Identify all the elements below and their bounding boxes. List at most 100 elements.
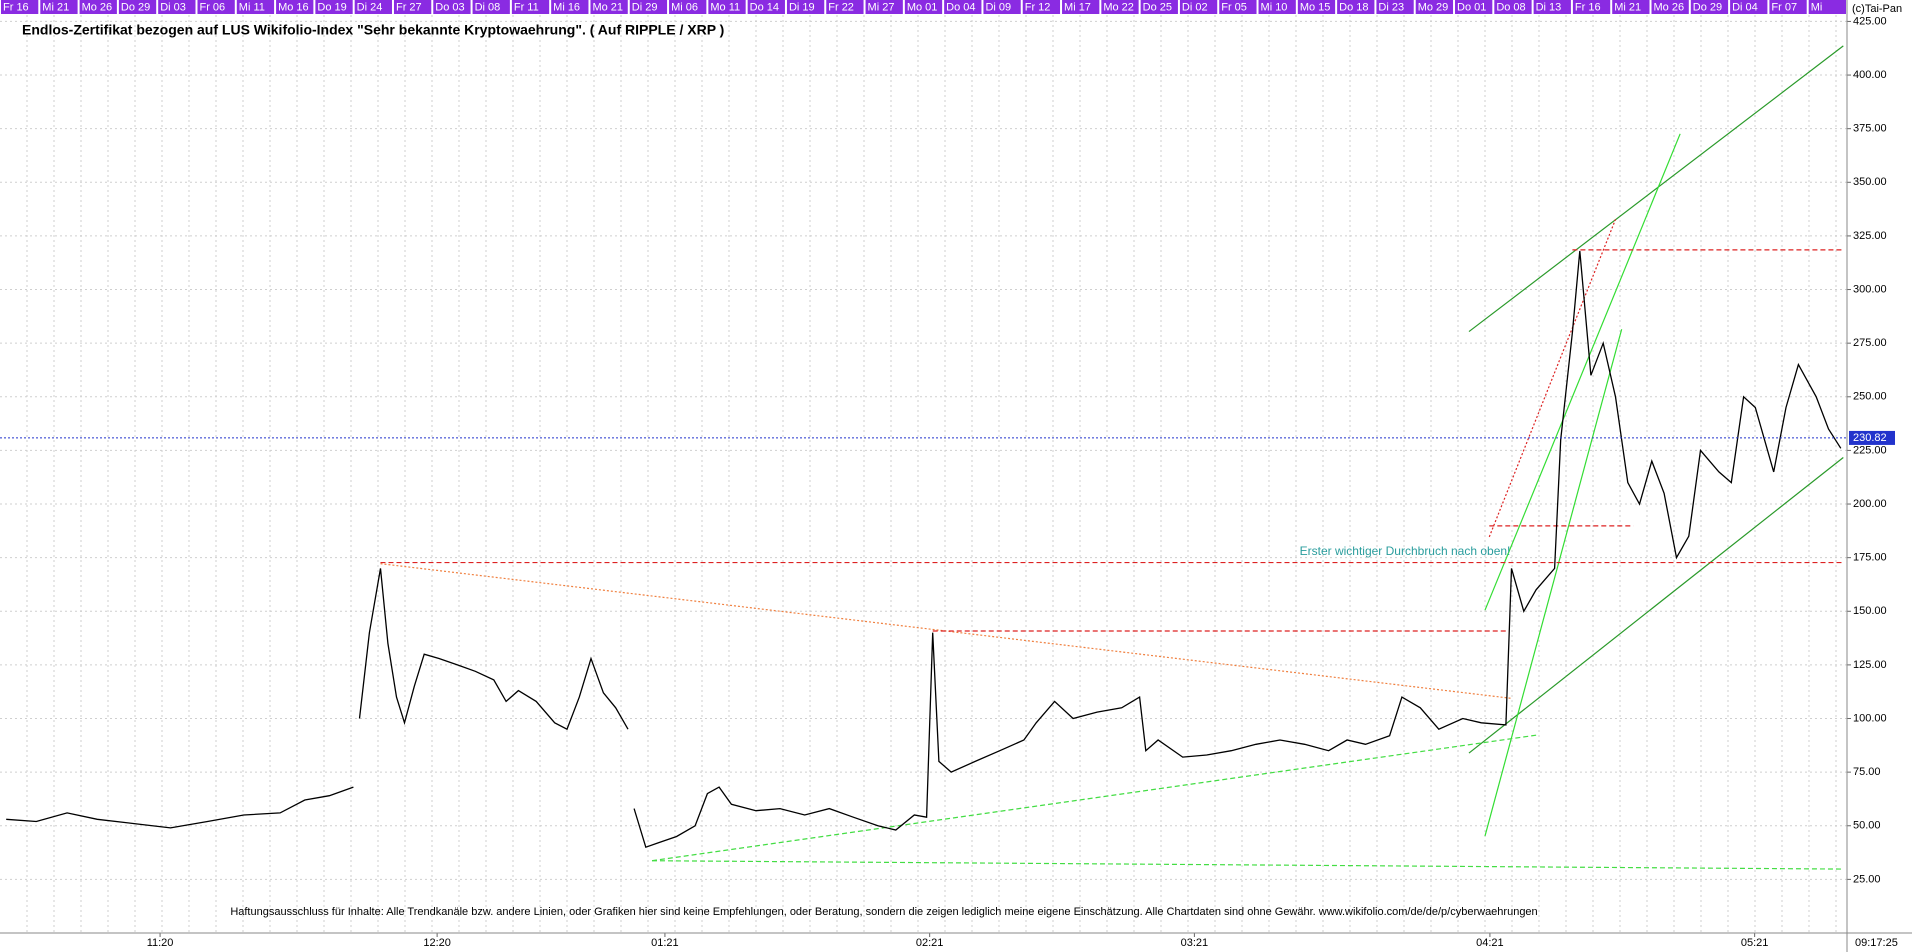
- date-label: Mi 06: [671, 1, 698, 13]
- date-cell: [1297, 0, 1336, 14]
- plot: 230.82: [0, 45, 1895, 870]
- date-label: Mi 11: [239, 1, 265, 13]
- date-label: Mo 11: [710, 1, 740, 13]
- date-cell: [433, 0, 471, 14]
- date-cell: [1140, 0, 1178, 14]
- last-price-label: 230.82: [1853, 432, 1887, 444]
- date-cell: [1455, 0, 1493, 14]
- date-cell: [40, 0, 78, 14]
- y-tick-label: 175.00: [1853, 552, 1887, 564]
- date-cell: [1376, 0, 1414, 14]
- date-cell: [1494, 0, 1532, 14]
- date-cell: [1651, 0, 1689, 14]
- date-label: Di 09: [985, 1, 1011, 13]
- y-tick-label: 125.00: [1853, 659, 1887, 671]
- date-cell: [983, 0, 1021, 14]
- date-label: Fr 11: [514, 1, 539, 13]
- date-cell: [1022, 0, 1061, 14]
- date-cell: [1533, 0, 1571, 14]
- date-label: Mo 15: [1300, 1, 1331, 13]
- last-price-box: [1849, 430, 1895, 445]
- y-tick-label: 75.00: [1853, 766, 1881, 778]
- date-cell: [511, 0, 550, 14]
- date-label: Di 08: [475, 1, 501, 13]
- date-label: Do 18: [1339, 1, 1368, 13]
- date-label: Mi 17: [1064, 1, 1091, 13]
- date-cell: [826, 0, 864, 14]
- date-cell: [393, 0, 432, 14]
- date-cell: [590, 0, 628, 14]
- date-label: Mo 26: [82, 1, 113, 13]
- date-label: Mi 16: [553, 1, 580, 13]
- date-label: Di 24: [357, 1, 383, 13]
- date-cell: [1, 0, 39, 14]
- y-tick-label: 300.00: [1853, 283, 1887, 295]
- trend-line: [1484, 329, 1623, 837]
- date-label: Mo 21: [592, 1, 623, 13]
- date-label: Mi 10: [1261, 1, 1288, 13]
- date-label: Fr 07: [1771, 1, 1797, 13]
- trend-line: [1468, 45, 1844, 333]
- date-cell: [1415, 0, 1454, 14]
- y-tick-label: 25.00: [1853, 873, 1881, 885]
- date-label: Mo 29: [1418, 1, 1449, 13]
- date-label: Fr 16: [3, 1, 29, 13]
- y-tick-label: 250.00: [1853, 391, 1887, 403]
- date-label: Di 13: [1536, 1, 1562, 13]
- x-tick-label: 12:20: [423, 937, 451, 949]
- grid: 25.00 50.00 75.00 100.00 125.00 150.00 175.00 2…: [0, 15, 1887, 949]
- date-cell: [708, 0, 746, 14]
- date-label: Do 29: [1693, 1, 1722, 13]
- y-tick-label: 350.00: [1853, 176, 1887, 188]
- date-label: Mo 16: [278, 1, 309, 13]
- y-tick-label: 275.00: [1853, 337, 1887, 349]
- y-tick-label: 50.00: [1853, 820, 1881, 832]
- date-cell: [1572, 0, 1611, 14]
- date-label: Fr 22: [828, 1, 854, 13]
- date-label: Do 19: [317, 1, 346, 13]
- date-cell: [354, 0, 392, 14]
- date-cell: [1690, 0, 1729, 14]
- date-cell: [118, 0, 157, 14]
- date-label: Do 03: [435, 1, 464, 13]
- date-label: Di 03: [160, 1, 186, 13]
- x-tick-label: 02:21: [916, 937, 944, 949]
- date-label: Mo 26: [1654, 1, 1685, 13]
- date-label: Di 04: [1732, 1, 1758, 13]
- date-label: Mo 01: [907, 1, 938, 13]
- date-cell: [865, 0, 903, 14]
- date-label: Di 23: [1378, 1, 1404, 13]
- date-cell: [315, 0, 353, 14]
- date-label: Di 02: [1182, 1, 1208, 13]
- date-cell: [1808, 0, 1846, 14]
- date-cell: [944, 0, 982, 14]
- y-tick-label: 200.00: [1853, 498, 1887, 510]
- date-cell: [79, 0, 117, 14]
- date-cell: [1337, 0, 1375, 14]
- date-label: Di 29: [632, 1, 658, 13]
- x-tick-label: 03:21: [1181, 937, 1209, 949]
- date-label: Fr 16: [1575, 1, 1601, 13]
- trend-line: [1468, 457, 1844, 754]
- date-label: Fr 27: [396, 1, 422, 13]
- date-cell: [197, 0, 235, 14]
- date-cell: [1612, 0, 1650, 14]
- date-cell: [786, 0, 825, 14]
- date-cell: [551, 0, 589, 14]
- date-cell: [236, 0, 275, 14]
- date-label: Mo 22: [1103, 1, 1134, 13]
- trend-line: [651, 860, 1844, 870]
- date-cell: [1101, 0, 1139, 14]
- x-tick-label: 04:21: [1476, 937, 1504, 949]
- trend-line: [651, 734, 1539, 862]
- trend-line: [1488, 219, 1617, 538]
- date-label: Fr 05: [1221, 1, 1247, 13]
- y-tick-label: 375.00: [1853, 123, 1887, 135]
- date-cell: [747, 0, 785, 14]
- date-cell: [472, 0, 510, 14]
- x-tick-label: 11:20: [147, 937, 174, 949]
- date-label: Do 01: [1457, 1, 1486, 13]
- disclaimer: Haftungsausschluss für Inhalte: Alle Tre…: [230, 906, 1537, 918]
